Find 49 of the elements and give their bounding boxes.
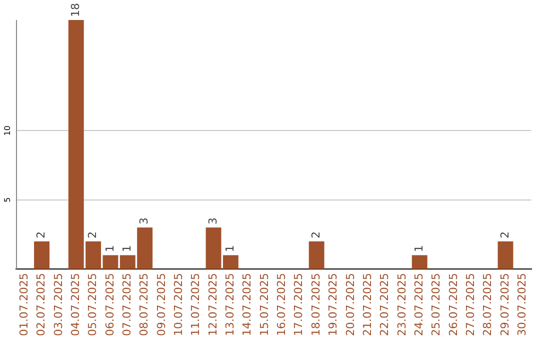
x-tick-label: 21.07.2025 [360, 273, 374, 336]
x-tick-label: 09.07.2025 [154, 273, 168, 336]
x-tick-label: 15.07.2025 [258, 273, 271, 336]
data-label: 2 [309, 231, 322, 238]
data-label: 18 [68, 3, 82, 17]
data-label: 2 [86, 231, 100, 238]
x-tick-label: 16.07.2025 [275, 273, 288, 336]
data-label: 1 [120, 245, 134, 252]
x-tick-label: 17.07.2025 [292, 273, 306, 336]
x-tick-label: 26.07.2025 [446, 273, 460, 336]
bar [308, 241, 324, 270]
bar [412, 255, 428, 270]
bar [206, 228, 222, 270]
data-label: 1 [224, 245, 237, 252]
x-tick-label: 22.07.2025 [378, 273, 392, 336]
x-tick-label: 04.07.2025 [68, 273, 82, 336]
x-tick-label: 03.07.2025 [52, 273, 65, 336]
x-tick-label: 01.07.2025 [17, 273, 30, 336]
x-tick-label: 13.07.2025 [224, 273, 237, 336]
x-tick-label: 11.07.2025 [189, 273, 202, 336]
x-tick-label: 25.07.2025 [430, 273, 443, 336]
x-tick-label: 20.07.2025 [344, 273, 357, 336]
x-tick-label: 08.07.2025 [138, 273, 151, 336]
x-tick-label: 24.07.2025 [412, 273, 426, 336]
x-tick-label: 29.07.2025 [498, 273, 512, 336]
x-tick-label: 23.07.2025 [395, 273, 408, 336]
y-tick-label: 5 [3, 197, 12, 202]
data-label: 1 [412, 245, 426, 252]
x-tick-label: 19.07.2025 [326, 273, 340, 336]
bar [34, 241, 50, 270]
x-tick-label: 05.07.2025 [86, 273, 100, 336]
x-tick-label: 10.07.2025 [172, 273, 186, 336]
x-tick-label: 14.07.2025 [240, 273, 254, 336]
data-label: 1 [103, 245, 116, 252]
x-tick-label: 02.07.2025 [34, 273, 48, 336]
bar [222, 255, 238, 270]
bar [498, 241, 514, 270]
x-tick-label: 28.07.2025 [481, 273, 494, 336]
data-label: 3 [138, 218, 151, 225]
data-label: 2 [498, 231, 512, 238]
y-tick-label: 10 [3, 126, 12, 136]
x-tick-label: 12.07.2025 [206, 273, 220, 336]
data-label: 2 [34, 231, 48, 238]
data-label: 3 [206, 218, 220, 225]
x-tick-label: 30.07.2025 [516, 273, 529, 336]
x-tick-label: 07.07.2025 [120, 273, 134, 336]
x-tick-label: 06.07.2025 [103, 273, 116, 336]
x-tick-label: 18.07.2025 [309, 273, 322, 336]
x-tick-label: 27.07.2025 [464, 273, 477, 336]
